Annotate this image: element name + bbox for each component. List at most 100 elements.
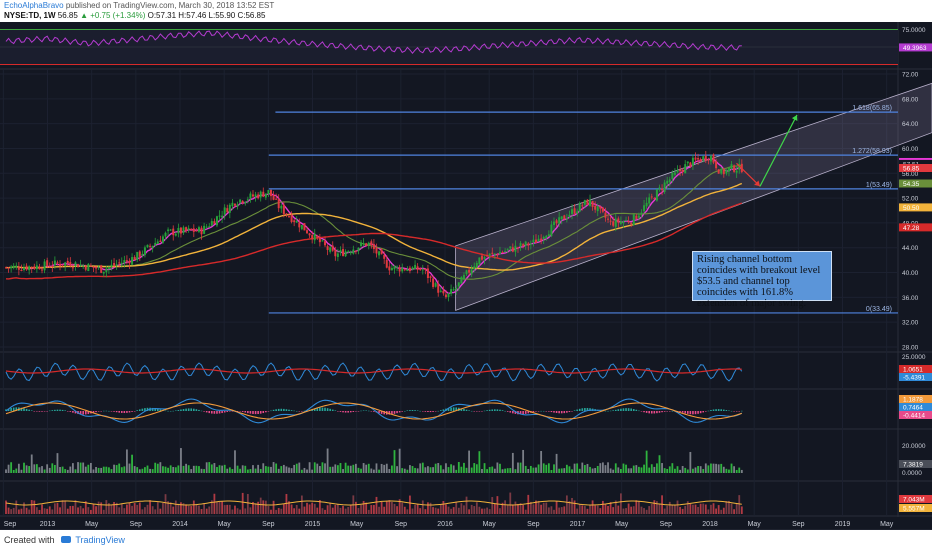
volume2-bar xyxy=(236,508,239,514)
macd-histogram-bar xyxy=(349,411,352,413)
candle xyxy=(563,215,566,220)
macd-histogram-bar xyxy=(733,411,735,412)
candle xyxy=(79,264,82,267)
candle xyxy=(318,237,321,243)
macd-histogram-bar xyxy=(409,410,411,411)
candle xyxy=(694,157,697,160)
volume2-bar xyxy=(671,504,674,514)
macd-histogram-bar xyxy=(638,410,640,412)
volume-bar xyxy=(295,463,298,473)
macd-histogram-bar xyxy=(460,408,463,411)
volume2-bar xyxy=(313,503,316,514)
macd-histogram-bar xyxy=(486,410,488,411)
candle xyxy=(321,240,324,242)
down-arrow xyxy=(736,162,761,187)
macd-histogram-bar xyxy=(113,411,115,412)
author-link[interactable]: EchoAlphaBravo xyxy=(4,1,64,10)
macd-histogram-bar xyxy=(656,411,658,414)
volume-bar xyxy=(236,465,239,473)
macd-histogram-bar xyxy=(203,411,205,412)
macd-histogram-bar xyxy=(154,408,157,411)
volume2-bar xyxy=(627,503,630,514)
volume2-bar xyxy=(679,506,681,514)
macd-histogram-bar xyxy=(414,410,416,411)
macd-histogram-bar xyxy=(401,411,404,412)
macd-histogram-bar xyxy=(151,407,154,411)
volume-bar xyxy=(362,463,365,473)
macd-histogram-bar xyxy=(362,410,365,411)
macd-histogram-bar xyxy=(61,409,64,411)
volume-bar xyxy=(144,467,146,473)
candle xyxy=(573,208,576,214)
macd-histogram-bar xyxy=(169,410,172,412)
y-tick-label: 68.00 xyxy=(902,96,919,103)
fib-label: 1(53.49) xyxy=(866,182,892,189)
candle xyxy=(267,190,270,195)
candle xyxy=(421,269,424,271)
candle xyxy=(277,199,280,209)
volume-bar xyxy=(128,463,131,473)
macd-histogram-bar xyxy=(208,411,211,414)
candle xyxy=(190,228,193,231)
candle xyxy=(408,267,411,272)
volume2-bar xyxy=(555,501,558,514)
volume-bar xyxy=(439,465,442,473)
volume-bar xyxy=(33,464,36,473)
candle xyxy=(226,208,229,213)
volume2-bar xyxy=(277,508,280,514)
volume2-bar xyxy=(17,509,20,514)
candle xyxy=(455,287,458,290)
macd-histogram-bar xyxy=(710,410,712,411)
volume-bar xyxy=(118,463,121,473)
candle xyxy=(269,189,272,197)
volume-bar xyxy=(23,462,25,473)
volume-bar xyxy=(108,467,110,473)
candle xyxy=(84,266,87,270)
volume2-bar xyxy=(203,503,206,514)
volume-bar xyxy=(254,468,257,473)
volume2-bar xyxy=(668,501,671,514)
volume-bar xyxy=(388,469,391,473)
volume-bar xyxy=(190,469,193,473)
volume2-badge-text: 5.557M xyxy=(903,506,925,513)
candle xyxy=(125,260,128,262)
volume2-bar xyxy=(35,507,38,514)
candle xyxy=(128,260,131,264)
candle xyxy=(558,217,561,224)
volume-bar xyxy=(138,469,141,473)
volume-bar xyxy=(674,468,676,473)
volume-bar xyxy=(470,467,473,473)
volume-bar xyxy=(648,467,651,473)
volume-bar xyxy=(697,466,699,473)
tradingview-link[interactable]: TradingView xyxy=(75,535,125,545)
volume2-bar xyxy=(100,502,103,514)
macd-histogram-bar xyxy=(48,410,51,412)
macd-histogram-bar xyxy=(313,408,316,411)
volume2-bar xyxy=(151,506,154,514)
symbol-label[interactable]: NYSE:TD, 1W xyxy=(4,11,56,20)
volume2-bar xyxy=(681,508,684,514)
volume-bar xyxy=(617,467,620,473)
tradingview-logo-icon xyxy=(61,536,72,543)
volume2-bar xyxy=(370,505,373,514)
macd-histogram-bar xyxy=(123,411,126,414)
volume2-bar xyxy=(437,508,440,514)
volume2-bar xyxy=(568,501,571,514)
macd-histogram-bar xyxy=(247,411,249,414)
volume2-bar xyxy=(5,500,7,514)
macd-histogram-bar xyxy=(519,411,522,415)
volume2-bar xyxy=(280,508,283,514)
volume-bar xyxy=(589,466,591,473)
volume-bar xyxy=(38,467,41,473)
volume-bar xyxy=(84,466,87,473)
volume-bar xyxy=(493,468,496,473)
candle xyxy=(372,244,375,250)
volume2-bar xyxy=(720,509,723,514)
chart-header: EchoAlphaBravo published on TradingView.… xyxy=(0,0,932,22)
volume-bar xyxy=(285,466,288,473)
note-line-2: coincides with breakout level xyxy=(697,265,821,276)
macd-histogram-bar xyxy=(51,410,54,411)
volume2-bar xyxy=(43,508,46,514)
volume-bar xyxy=(105,466,108,473)
volume2-bar xyxy=(30,500,33,514)
